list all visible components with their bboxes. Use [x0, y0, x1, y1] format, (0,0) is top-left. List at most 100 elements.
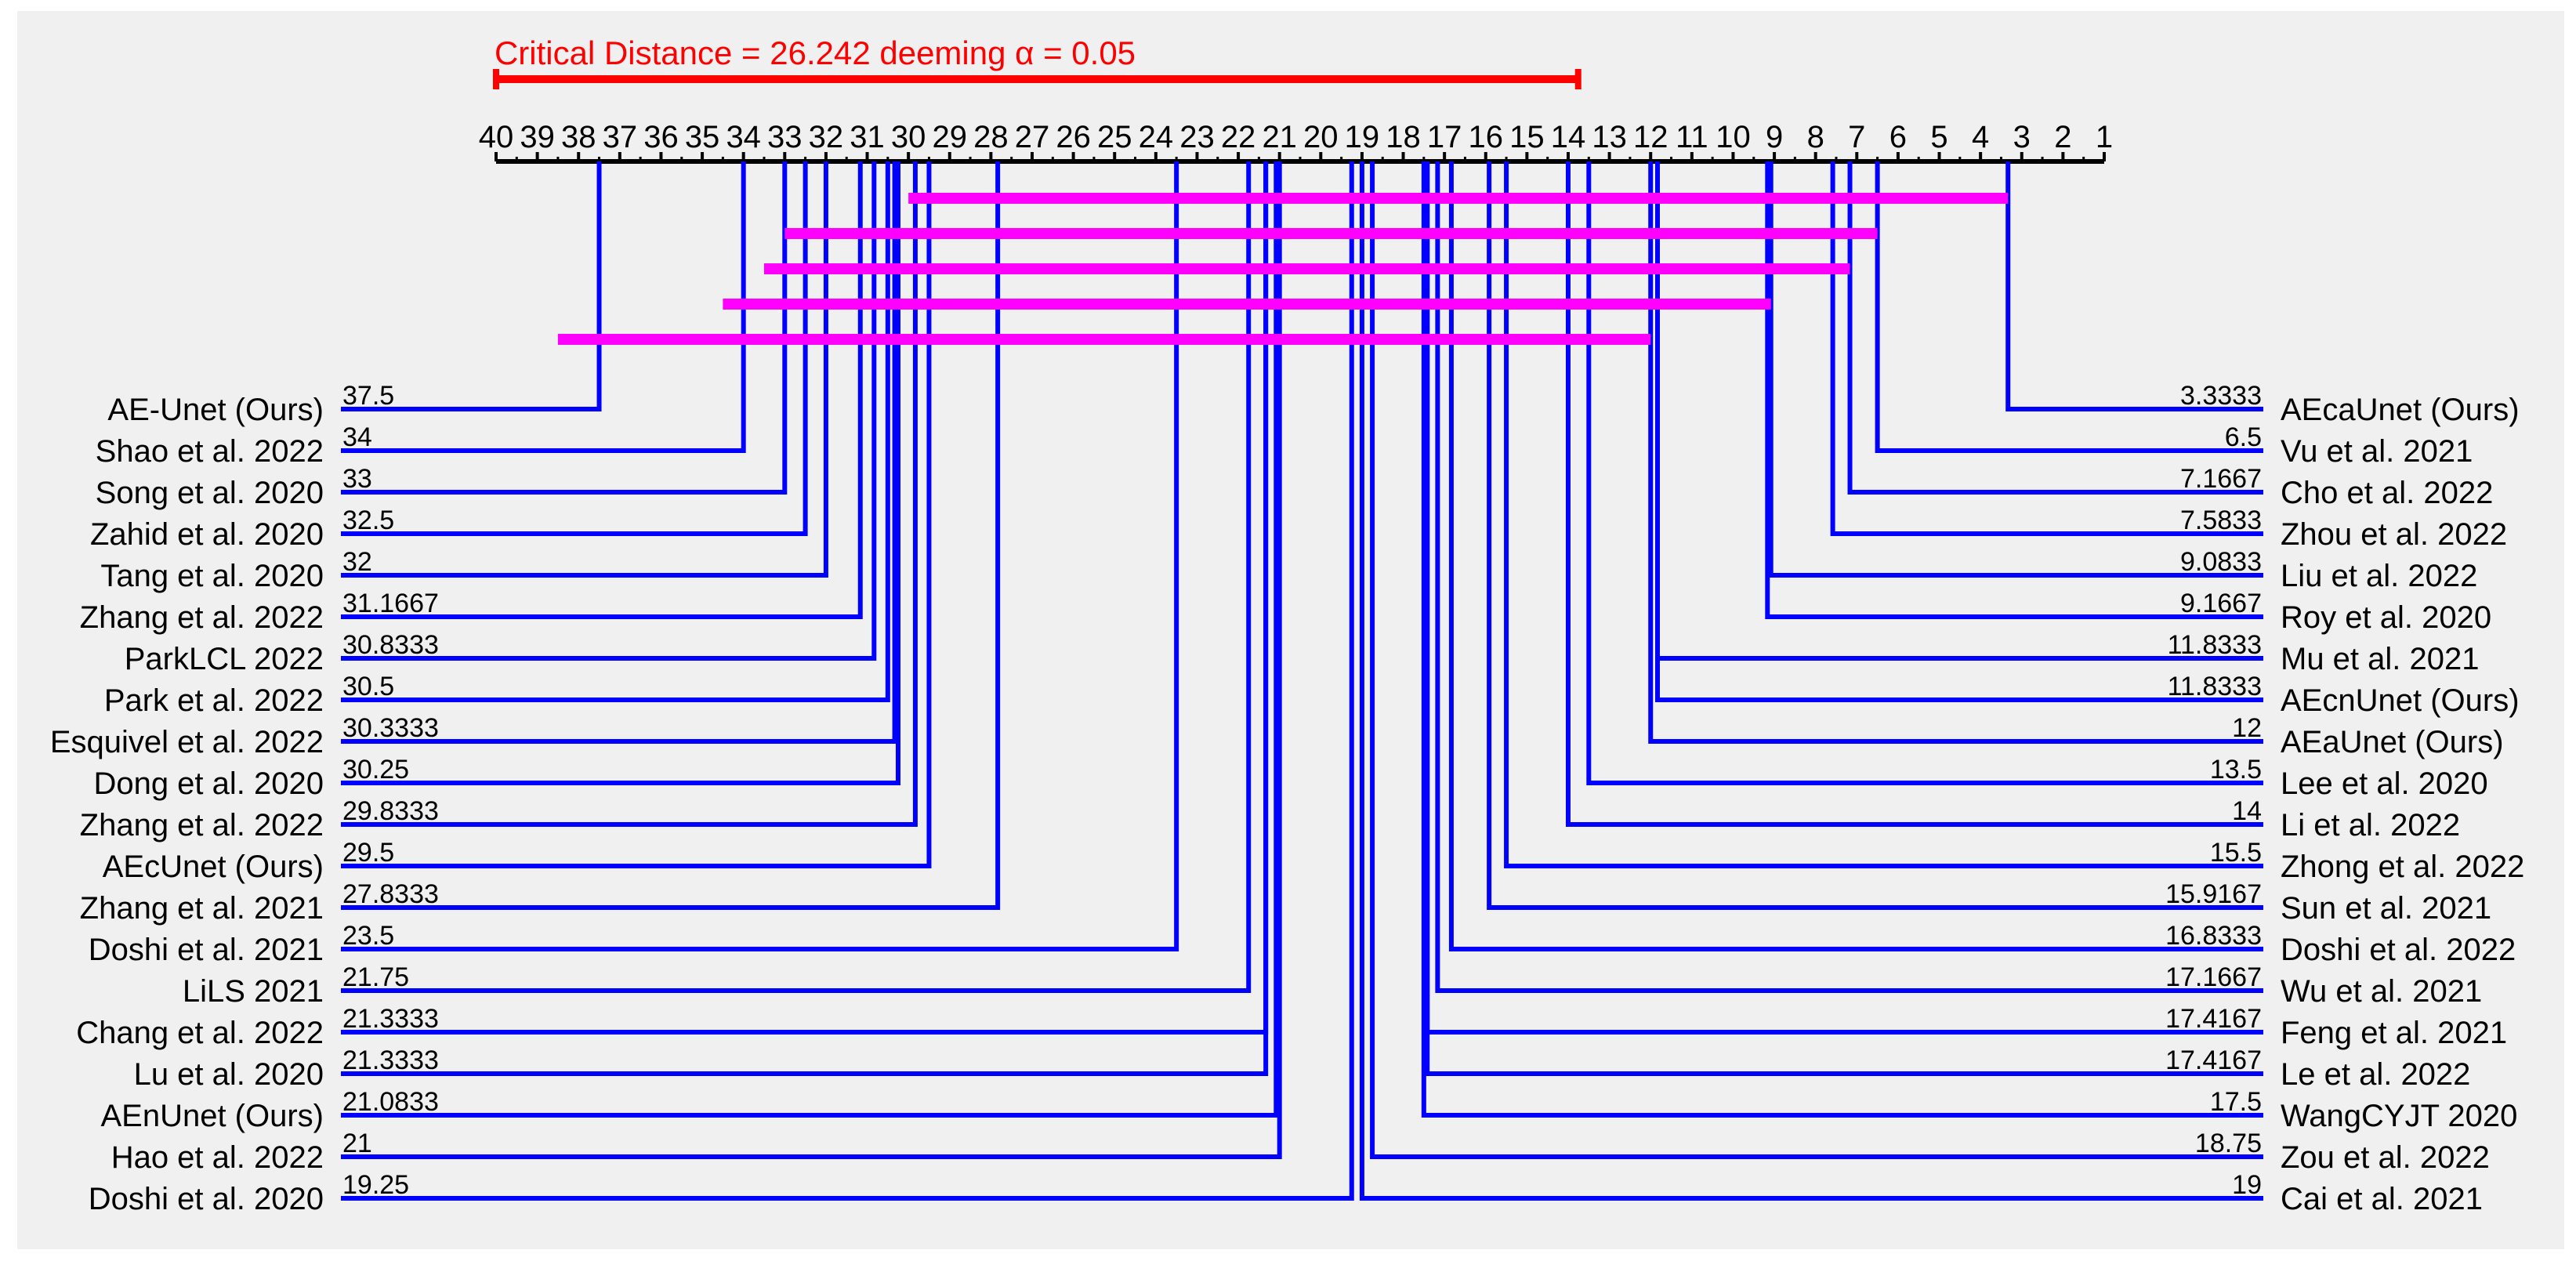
axis-tick-label: 14: [1551, 120, 1586, 154]
method-name-label: Le et al. 2022: [2281, 1057, 2470, 1092]
method-name-label: Zhang et al. 2021: [80, 891, 324, 926]
method-rank-label: 21.3333: [342, 1045, 439, 1075]
method-name-label: Roy et al. 2020: [2281, 600, 2491, 635]
axis-tick-label: 38: [561, 120, 596, 154]
axis-tick-label: 2: [2054, 120, 2071, 154]
axis-tick-label: 11: [1676, 120, 1708, 154]
method-rank-label: 7.1667: [2180, 464, 2262, 494]
axis-tick-label: 18: [1386, 120, 1421, 154]
axis-tick-label: 7: [1848, 120, 1865, 154]
axis-tick-label: 9: [1766, 120, 1783, 154]
method-rank-label: 29.8333: [342, 796, 439, 826]
method-rank-label: 3.3333: [2180, 381, 2262, 411]
method-rank-label: 6.5: [2225, 422, 2262, 452]
method-rank-label: 18.75: [2195, 1129, 2262, 1158]
axis-tick-label: 17: [1427, 120, 1462, 154]
axis-tick-label: 31: [850, 120, 885, 154]
method-rank-label: 16.8333: [2165, 921, 2262, 951]
axis-tick-label: 32: [809, 120, 844, 154]
method-rank-label: 29.5: [342, 838, 394, 868]
method-rank-label: 17.4167: [2165, 1045, 2262, 1075]
method-name-label: Lee et al. 2020: [2281, 766, 2488, 801]
method-rank-label: 11.8333: [2168, 630, 2262, 660]
method-rank-label: 23.5: [342, 921, 394, 951]
axis-tick-label: 40: [479, 120, 514, 154]
axis-tick-label: 39: [520, 120, 555, 154]
method-name-label: Doshi et al. 2022: [2281, 933, 2516, 967]
method-name-label: Vu et al. 2021: [2281, 434, 2473, 469]
method-name-label: Doshi et al. 2020: [89, 1182, 324, 1216]
chart-title: Critical Distance = 26.242 deeming α = 0…: [495, 34, 1136, 71]
axis-tick-label: 30: [891, 120, 926, 154]
method-stem-line: [341, 161, 897, 744]
method-rank-label: 9.0833: [2180, 547, 2262, 577]
method-stem-line: [1875, 161, 2263, 453]
method-name-label: Song et al. 2020: [96, 476, 324, 510]
axis-tick-label: 33: [767, 120, 803, 154]
method-name-label: Zahid et al. 2020: [90, 517, 324, 552]
method-name-label: WangCYJT 2020: [2281, 1099, 2517, 1133]
method-name-label: AEcaUnet (Ours): [2281, 393, 2520, 427]
method-rank-label: 27.8333: [342, 879, 439, 909]
method-name-label: AEaUnet (Ours): [2281, 725, 2504, 759]
method-rank-label: 11.8333: [2168, 672, 2262, 701]
method-stem-line: [341, 161, 1179, 951]
axis-tick-label: 21: [1262, 120, 1297, 154]
axis-tick-label: 37: [603, 120, 638, 154]
axis-tick-label: 25: [1097, 120, 1132, 154]
method-name-label: Esquivel et al. 2022: [50, 725, 324, 759]
method-stem-line: [1425, 161, 2263, 1076]
method-name-label: Cho et al. 2022: [2281, 476, 2493, 510]
axis-tick-label: 19: [1345, 120, 1380, 154]
method-stem-line: [1765, 161, 2263, 619]
method-rank-label: 13.5: [2210, 755, 2262, 785]
method-name-label: AEnUnet (Ours): [100, 1099, 324, 1133]
method-stem-line: [1648, 161, 2263, 744]
axis-tick-label: 35: [685, 120, 720, 154]
method-stem-line: [2005, 161, 2263, 411]
method-name-label: Cai et al. 2021: [2281, 1182, 2483, 1216]
method-name-label: Zhong et al. 2022: [2281, 850, 2524, 884]
method-stem-line: [1487, 161, 2263, 910]
method-rank-label: 30.25: [342, 755, 409, 785]
axis-tick-label: 27: [1015, 120, 1050, 154]
method-name-label: Hao et al. 2022: [111, 1140, 324, 1175]
axis-tick-label: 3: [2013, 120, 2031, 154]
axis-tick-label: 16: [1469, 120, 1504, 154]
method-rank-label: 12: [2232, 713, 2262, 743]
method-name-label: LiLS 2021: [183, 974, 324, 1009]
method-rank-label: 9.1667: [2180, 589, 2262, 618]
method-name-label: Lu et al. 2020: [134, 1057, 324, 1092]
method-stem-line: [341, 161, 1269, 1076]
method-name-label: Liu et al. 2022: [2281, 559, 2477, 593]
method-rank-label: 31.1667: [342, 589, 439, 618]
method-rank-label: 14: [2232, 796, 2262, 826]
method-rank-label: 37.5: [342, 381, 394, 411]
axis-tick-label: 6: [1889, 120, 1907, 154]
method-name-label: Chang et al. 2022: [76, 1016, 324, 1050]
method-stem-line: [1586, 161, 2263, 785]
method-stem-line: [341, 161, 602, 411]
method-stem-line: [341, 161, 877, 661]
method-rank-label: 32.5: [342, 505, 394, 535]
method-stem-line: [341, 161, 932, 868]
method-stem-line: [341, 161, 1279, 1118]
method-name-label: Wu et al. 2021: [2281, 974, 2482, 1009]
axis-tick-label: 15: [1509, 120, 1545, 154]
method-name-label: AEcUnet (Ours): [103, 850, 324, 884]
method-rank-label: 21.0833: [342, 1087, 439, 1117]
method-rank-label: 15.5: [2210, 838, 2262, 868]
axis-tick-label: 28: [973, 120, 1009, 154]
method-rank-label: 17.4167: [2165, 1004, 2262, 1034]
method-name-label: Zhou et al. 2022: [2281, 517, 2507, 552]
method-stem-line: [1421, 161, 2263, 1118]
axis-tick-label: 20: [1303, 120, 1339, 154]
method-stem-line: [341, 161, 746, 453]
axis-tick-label: 8: [1807, 120, 1824, 154]
method-name-label: Mu et al. 2021: [2281, 642, 2480, 676]
method-name-label: Doshi et al. 2021: [89, 933, 324, 967]
method-rank-label: 32: [342, 547, 372, 577]
plot-background: [17, 11, 2564, 1249]
method-stem-line: [341, 161, 900, 785]
axis-tick-label: 34: [726, 120, 761, 154]
